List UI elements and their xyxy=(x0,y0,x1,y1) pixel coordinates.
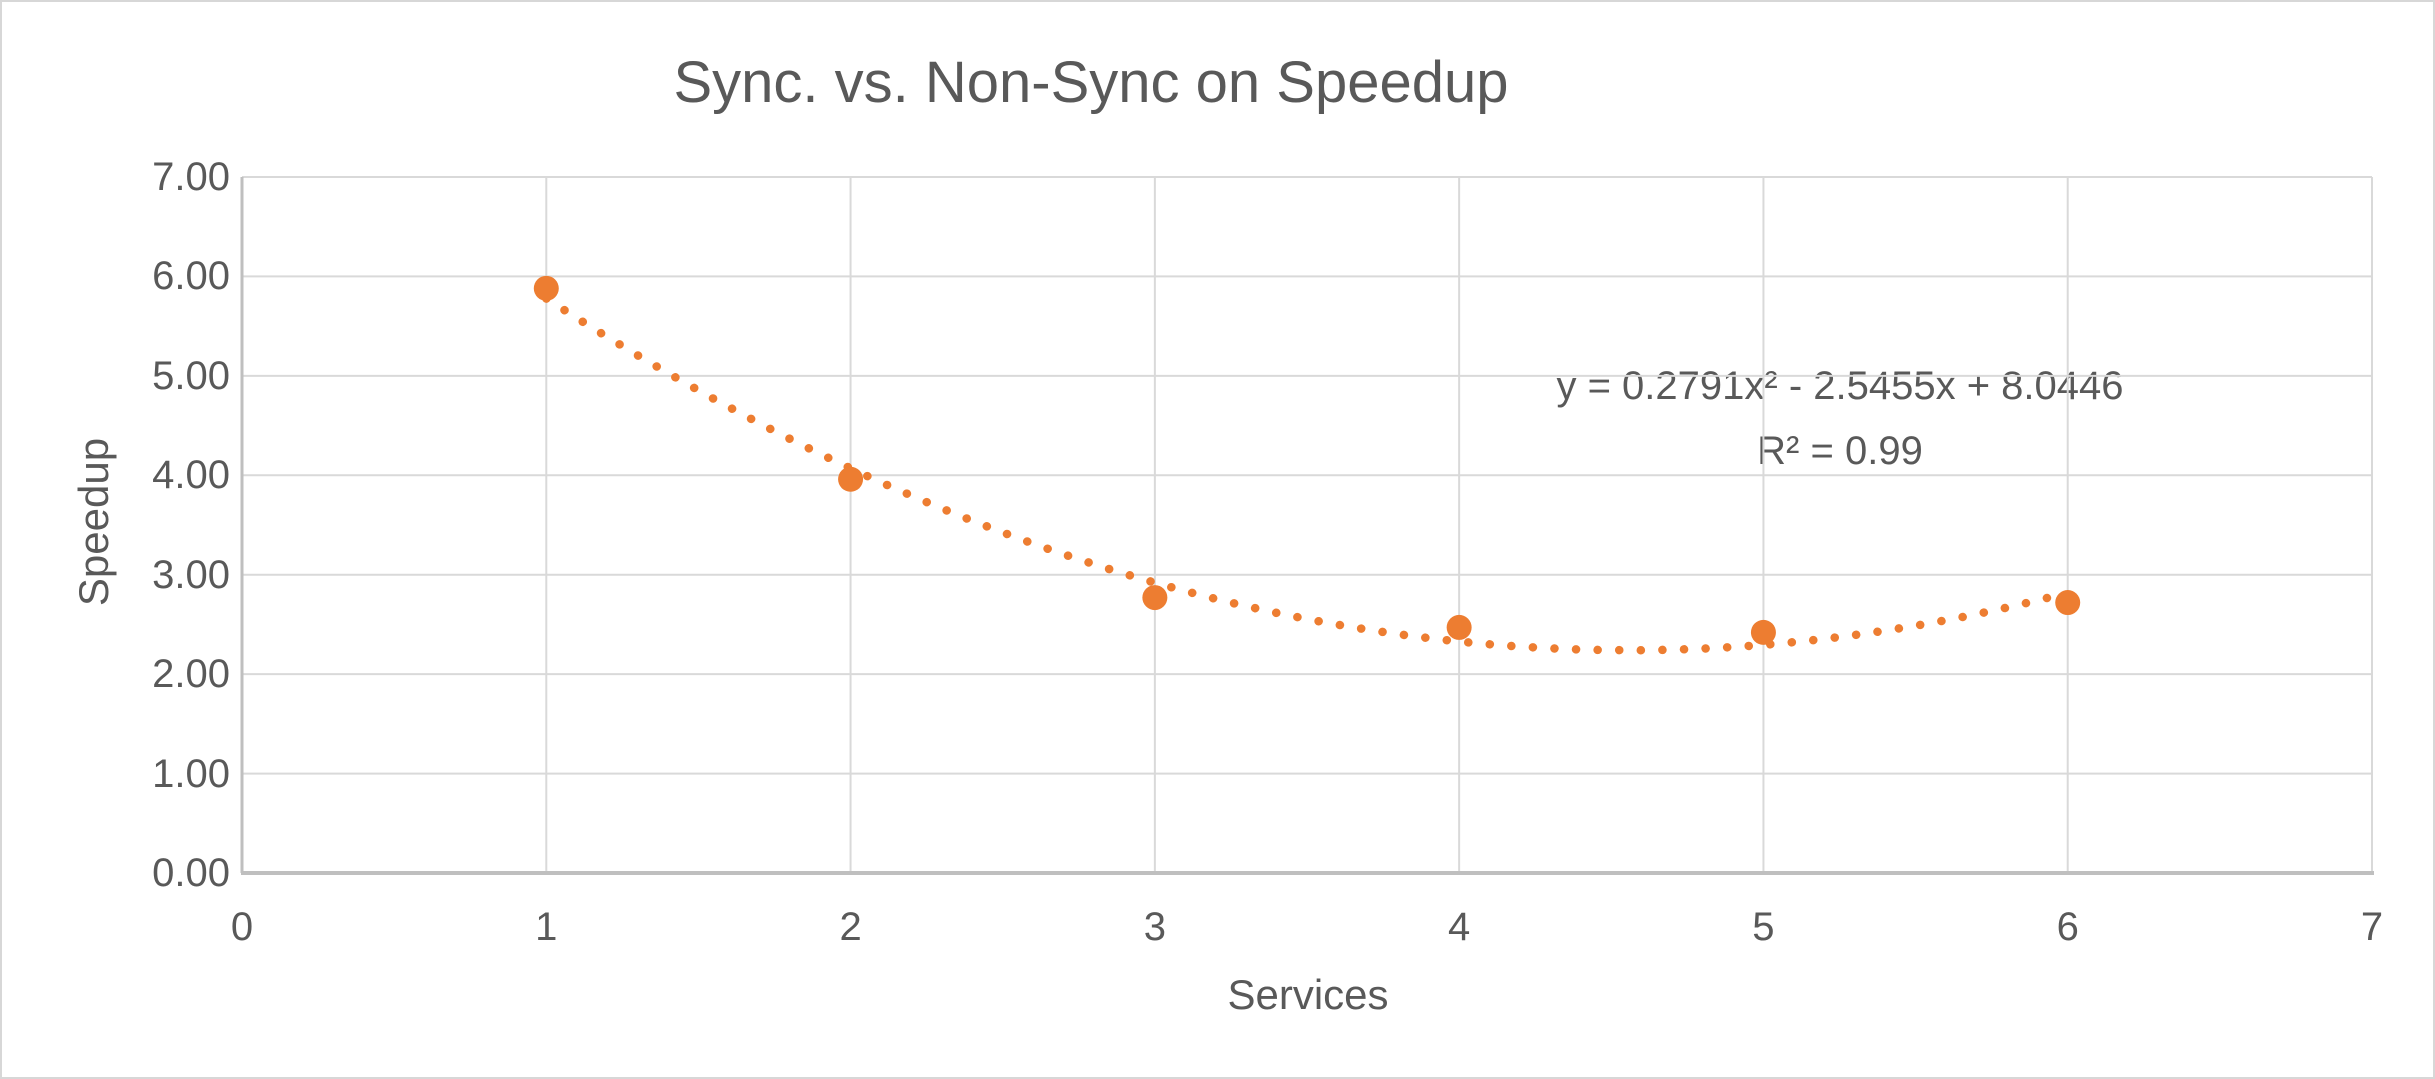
y-tick-label: 4.00 xyxy=(152,453,230,498)
y-tick-label: 1.00 xyxy=(152,751,230,796)
x-tick-label: 5 xyxy=(1752,905,1775,949)
chart-title: Sync. vs. Non-Sync on Speedup xyxy=(673,50,1509,115)
data-point-marker xyxy=(1446,614,1472,640)
trendline xyxy=(542,294,2072,655)
data-point-marker xyxy=(1750,619,1776,645)
x-tick-label: 2 xyxy=(839,905,862,949)
y-tick-label: 5.00 xyxy=(152,353,230,398)
data-point-marker xyxy=(2055,590,2081,616)
data-point-marker xyxy=(838,466,864,492)
data-point-marker xyxy=(1142,585,1168,611)
y-tick-label: 6.00 xyxy=(152,254,230,299)
y-tick-label: 3.00 xyxy=(152,552,230,597)
trendline-annotation: y = 0.2791x² - 2.5455x + 8.0446 R² = 0.9… xyxy=(1340,354,2340,484)
x-tick-label: 0 xyxy=(230,905,254,949)
x-tick-label: 1 xyxy=(535,905,558,949)
x-tick-label: 6 xyxy=(2056,905,2079,949)
x-tick-label: 4 xyxy=(1448,905,1471,949)
x-axis-title: Services xyxy=(1227,971,1389,1018)
trendline-equation: y = 0.2791x² - 2.5455x + 8.0446 xyxy=(1556,364,2124,408)
x-tick-label: 3 xyxy=(1143,905,1166,949)
data-point-marker xyxy=(533,275,559,301)
x-tick-label: 7 xyxy=(2360,905,2384,949)
y-tick-label: 0.00 xyxy=(152,851,230,895)
y-tick-label: 7.00 xyxy=(152,155,230,199)
y-tick-label: 2.00 xyxy=(152,652,230,697)
trendline-r-squared: R² = 0.99 xyxy=(1757,429,1923,473)
